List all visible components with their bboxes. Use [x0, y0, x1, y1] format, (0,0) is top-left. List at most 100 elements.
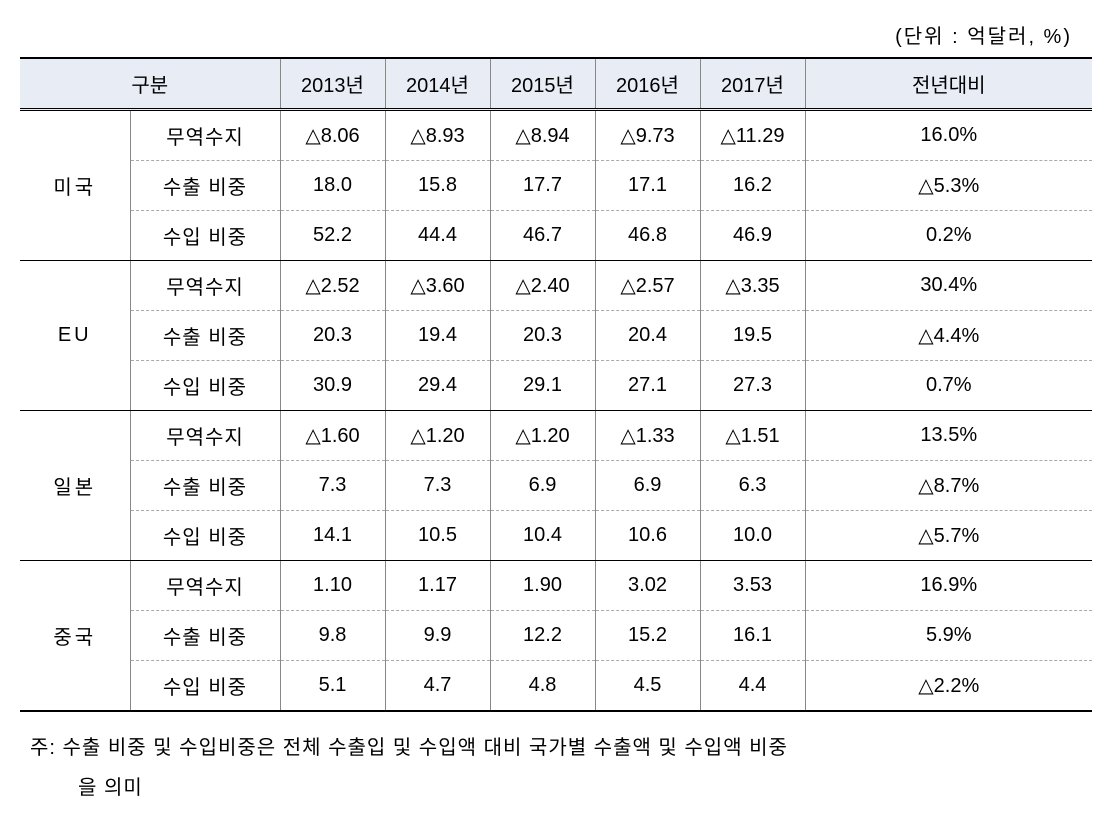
cell-value: 20.3 [490, 311, 595, 361]
cell-value: 4.4 [700, 661, 805, 712]
table-row: 미국 무역수지 △8.06 △8.93 △8.94 △9.73 △11.29 1… [20, 110, 1092, 161]
cell-value: 16.1 [700, 611, 805, 661]
cell-value: 0.7% [805, 361, 1092, 411]
table-row: 수입 비중 52.2 44.4 46.7 46.8 46.9 0.2% [20, 211, 1092, 261]
table-row: 일본 무역수지 △1.60 △1.20 △1.20 △1.33 △1.51 13… [20, 411, 1092, 461]
metric-label: 무역수지 [130, 110, 280, 161]
cell-value: 16.0% [805, 110, 1092, 161]
header-year: 2013년 [280, 58, 385, 110]
cell-value: 6.3 [700, 461, 805, 511]
cell-value: 29.1 [490, 361, 595, 411]
header-year: 2014년 [385, 58, 490, 110]
cell-value: 10.6 [595, 511, 700, 561]
cell-value: 19.4 [385, 311, 490, 361]
metric-label: 무역수지 [130, 261, 280, 311]
metric-label: 수출 비중 [130, 461, 280, 511]
table-row: 수입 비중 14.1 10.5 10.4 10.6 10.0 △5.7% [20, 511, 1092, 561]
cell-value: △1.20 [490, 411, 595, 461]
metric-label: 수출 비중 [130, 311, 280, 361]
cell-value: △1.33 [595, 411, 700, 461]
table-row: 수입 비중 30.9 29.4 29.1 27.1 27.3 0.7% [20, 361, 1092, 411]
cell-value: △8.93 [385, 110, 490, 161]
cell-value: 1.90 [490, 561, 595, 611]
cell-value: △11.29 [700, 110, 805, 161]
cell-value: 46.9 [700, 211, 805, 261]
header-year: 2016년 [595, 58, 700, 110]
cell-value: 5.9% [805, 611, 1092, 661]
metric-label: 수출 비중 [130, 611, 280, 661]
cell-value: 1.17 [385, 561, 490, 611]
cell-value: 1.10 [280, 561, 385, 611]
cell-value: 6.9 [490, 461, 595, 511]
cell-value: 3.02 [595, 561, 700, 611]
cell-value: 6.9 [595, 461, 700, 511]
footnote-line2: 을 의미 [30, 768, 1092, 808]
cell-value: △2.57 [595, 261, 700, 311]
cell-value: 46.8 [595, 211, 700, 261]
cell-value: 16.2 [700, 161, 805, 211]
cell-value: 9.8 [280, 611, 385, 661]
cell-value: 52.2 [280, 211, 385, 261]
metric-label: 무역수지 [130, 561, 280, 611]
cell-value: △2.40 [490, 261, 595, 311]
cell-value: 4.7 [385, 661, 490, 712]
cell-value: △3.35 [700, 261, 805, 311]
cell-value: △9.73 [595, 110, 700, 161]
country-name: EU [20, 261, 130, 411]
header-yoy: 전년대비 [805, 58, 1092, 110]
cell-value: △8.06 [280, 110, 385, 161]
cell-value: △8.94 [490, 110, 595, 161]
table-header-row: 구분 2013년 2014년 2015년 2016년 2017년 전년대비 [20, 58, 1092, 110]
cell-value: 9.9 [385, 611, 490, 661]
cell-value: △1.60 [280, 411, 385, 461]
cell-value: 3.53 [700, 561, 805, 611]
cell-value: △1.20 [385, 411, 490, 461]
cell-value: △1.51 [700, 411, 805, 461]
table-row: 수출 비중 18.0 15.8 17.7 17.1 16.2 △5.3% [20, 161, 1092, 211]
metric-label: 무역수지 [130, 411, 280, 461]
country-name: 중국 [20, 561, 130, 712]
table-row: EU 무역수지 △2.52 △3.60 △2.40 △2.57 △3.35 30… [20, 261, 1092, 311]
metric-label: 수입 비중 [130, 661, 280, 712]
cell-value: 5.1 [280, 661, 385, 712]
cell-value: △2.52 [280, 261, 385, 311]
cell-value: 19.5 [700, 311, 805, 361]
cell-value: 30.4% [805, 261, 1092, 311]
metric-label: 수입 비중 [130, 211, 280, 261]
cell-value: 12.2 [490, 611, 595, 661]
cell-value: 20.4 [595, 311, 700, 361]
header-year: 2015년 [490, 58, 595, 110]
cell-value: 0.2% [805, 211, 1092, 261]
table-row: 수입 비중 5.1 4.7 4.8 4.5 4.4 △2.2% [20, 661, 1092, 712]
cell-value: △5.3% [805, 161, 1092, 211]
cell-value: 20.3 [280, 311, 385, 361]
cell-value: 44.4 [385, 211, 490, 261]
cell-value: 13.5% [805, 411, 1092, 461]
cell-value: 7.3 [385, 461, 490, 511]
header-category: 구분 [20, 58, 280, 110]
cell-value: 4.5 [595, 661, 700, 712]
cell-value: △3.60 [385, 261, 490, 311]
cell-value: 27.1 [595, 361, 700, 411]
table-row: 수출 비중 9.8 9.9 12.2 15.2 16.1 5.9% [20, 611, 1092, 661]
table-row: 수출 비중 20.3 19.4 20.3 20.4 19.5 △4.4% [20, 311, 1092, 361]
trade-table: 구분 2013년 2014년 2015년 2016년 2017년 전년대비 미국… [20, 57, 1092, 712]
cell-value: 17.1 [595, 161, 700, 211]
table-row: 수출 비중 7.3 7.3 6.9 6.9 6.3 △8.7% [20, 461, 1092, 511]
cell-value: △4.4% [805, 311, 1092, 361]
cell-value: 10.0 [700, 511, 805, 561]
table-row: 중국 무역수지 1.10 1.17 1.90 3.02 3.53 16.9% [20, 561, 1092, 611]
cell-value: 15.8 [385, 161, 490, 211]
metric-label: 수출 비중 [130, 161, 280, 211]
cell-value: 10.5 [385, 511, 490, 561]
cell-value: 7.3 [280, 461, 385, 511]
cell-value: 14.1 [280, 511, 385, 561]
cell-value: 16.9% [805, 561, 1092, 611]
cell-value: 30.9 [280, 361, 385, 411]
cell-value: 18.0 [280, 161, 385, 211]
country-name: 미국 [20, 110, 130, 261]
country-name: 일본 [20, 411, 130, 561]
cell-value: 10.4 [490, 511, 595, 561]
unit-label: (단위 : 억달러, %) [20, 20, 1092, 49]
metric-label: 수입 비중 [130, 511, 280, 561]
